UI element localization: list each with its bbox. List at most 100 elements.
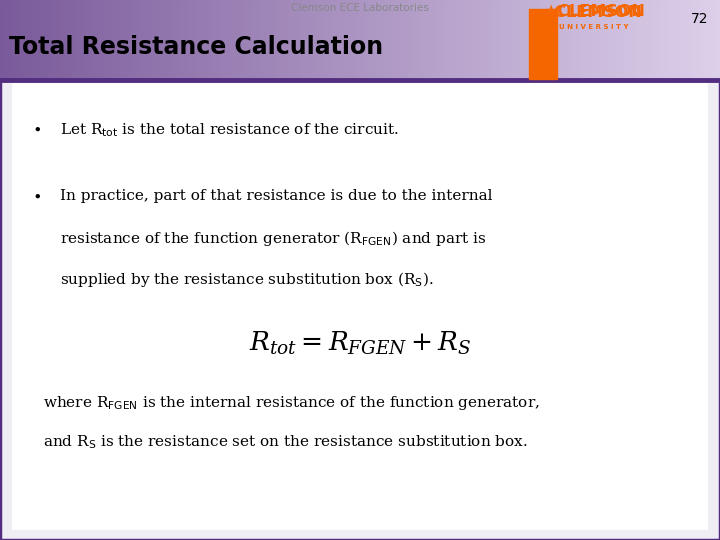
Bar: [655, 0, 658, 80]
Bar: [27, 0, 30, 80]
Bar: [41, 0, 44, 80]
Bar: [261, 0, 265, 80]
Bar: [372, 0, 375, 80]
Bar: [322, 0, 325, 80]
Bar: [600, 0, 603, 80]
Bar: [192, 0, 195, 80]
Bar: [521, 0, 524, 80]
Bar: [425, 0, 428, 80]
Bar: [173, 0, 176, 80]
Bar: [19, 0, 22, 80]
Bar: [245, 0, 248, 80]
Bar: [523, 0, 526, 80]
Bar: [238, 0, 240, 80]
Bar: [336, 0, 339, 80]
Bar: [490, 0, 492, 80]
Bar: [139, 0, 143, 80]
Bar: [410, 0, 413, 80]
Bar: [631, 0, 634, 80]
Text: Clemson ECE Laboratories: Clemson ECE Laboratories: [291, 3, 429, 14]
Bar: [207, 0, 210, 80]
Bar: [310, 0, 312, 80]
Text: Let R$_{\mathsf{tot}}$ is the total resistance of the circuit.: Let R$_{\mathsf{tot}}$ is the total resi…: [60, 122, 399, 139]
Bar: [511, 0, 514, 80]
Bar: [79, 0, 82, 80]
Bar: [686, 0, 690, 80]
Bar: [120, 0, 123, 80]
Bar: [60, 0, 63, 80]
Bar: [459, 0, 462, 80]
Bar: [55, 0, 58, 80]
Bar: [401, 0, 404, 80]
Bar: [137, 0, 140, 80]
Bar: [305, 0, 308, 80]
Bar: [31, 0, 35, 80]
Bar: [696, 0, 699, 80]
Bar: [343, 0, 346, 80]
Bar: [449, 0, 452, 80]
Bar: [351, 0, 354, 80]
Bar: [77, 0, 80, 80]
Bar: [384, 0, 387, 80]
Bar: [660, 0, 663, 80]
Bar: [430, 0, 433, 80]
Bar: [444, 0, 447, 80]
Bar: [504, 0, 507, 80]
Bar: [391, 0, 395, 80]
Bar: [643, 0, 647, 80]
Bar: [283, 0, 287, 80]
Bar: [65, 0, 68, 80]
Bar: [477, 0, 481, 80]
Bar: [110, 0, 114, 80]
Bar: [706, 0, 708, 80]
Bar: [257, 0, 260, 80]
Bar: [670, 0, 672, 80]
Bar: [202, 0, 204, 80]
Bar: [122, 0, 125, 80]
Bar: [389, 0, 392, 80]
Bar: [254, 0, 258, 80]
Bar: [487, 0, 490, 80]
Bar: [269, 0, 272, 80]
Bar: [324, 0, 327, 80]
Bar: [506, 0, 510, 80]
Bar: [369, 0, 373, 80]
Bar: [593, 0, 596, 80]
Bar: [329, 0, 332, 80]
Bar: [135, 0, 138, 80]
Bar: [264, 0, 267, 80]
Bar: [259, 0, 262, 80]
Bar: [214, 0, 217, 80]
Bar: [396, 0, 399, 80]
Bar: [12, 0, 15, 80]
Bar: [588, 0, 591, 80]
Bar: [398, 0, 402, 80]
Bar: [348, 0, 351, 80]
Bar: [151, 0, 154, 80]
Bar: [346, 0, 348, 80]
Text: Total Resistance Calculation: Total Resistance Calculation: [9, 35, 383, 59]
Bar: [466, 0, 469, 80]
Bar: [96, 0, 99, 80]
Bar: [619, 0, 622, 80]
Bar: [492, 0, 495, 80]
Bar: [48, 0, 51, 80]
Bar: [518, 0, 521, 80]
Bar: [516, 0, 519, 80]
Bar: [377, 0, 380, 80]
Bar: [693, 0, 697, 80]
Bar: [355, 0, 359, 80]
Bar: [189, 0, 193, 80]
Bar: [567, 0, 570, 80]
Bar: [99, 0, 102, 80]
Bar: [634, 0, 636, 80]
Bar: [166, 0, 168, 80]
Bar: [595, 0, 598, 80]
Bar: [382, 0, 384, 80]
Bar: [358, 0, 361, 80]
Bar: [130, 0, 132, 80]
Bar: [529, 9, 557, 79]
Bar: [677, 0, 680, 80]
Bar: [441, 0, 445, 80]
Bar: [420, 0, 423, 80]
